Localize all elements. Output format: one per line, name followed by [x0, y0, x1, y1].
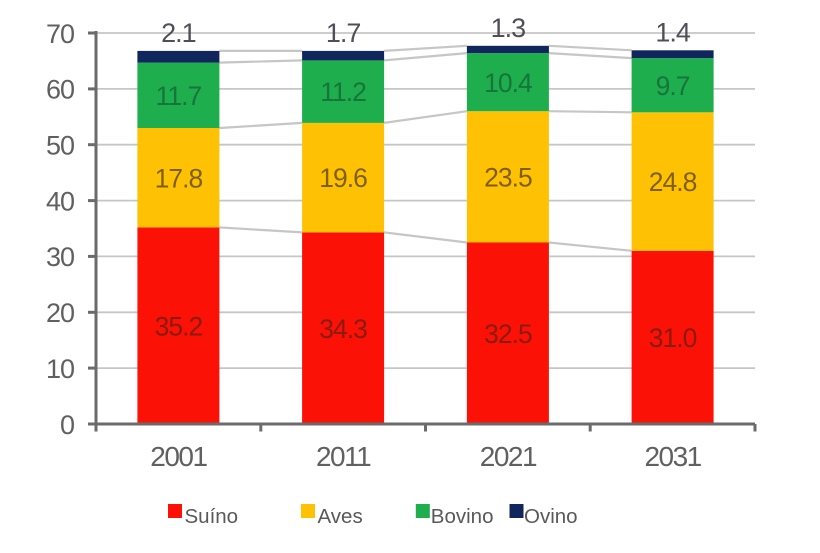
svg-text:2.1: 2.1	[161, 18, 196, 48]
svg-text:20: 20	[46, 298, 74, 328]
svg-text:Bovino: Bovino	[431, 505, 494, 528]
svg-text:2011: 2011	[316, 441, 371, 472]
svg-text:1.3: 1.3	[491, 13, 526, 43]
svg-text:40: 40	[46, 186, 74, 216]
svg-text:2021: 2021	[480, 441, 537, 472]
svg-text:10.4: 10.4	[484, 68, 532, 98]
svg-text:32.5: 32.5	[484, 319, 532, 349]
svg-text:1.7: 1.7	[326, 18, 361, 48]
svg-text:1.4: 1.4	[655, 17, 691, 47]
svg-text:31.0: 31.0	[649, 323, 697, 353]
svg-text:Suíno: Suíno	[185, 505, 239, 528]
svg-text:11.7: 11.7	[156, 81, 202, 111]
svg-text:10: 10	[46, 354, 74, 384]
svg-text:50: 50	[46, 131, 74, 161]
svg-text:19.6: 19.6	[319, 163, 367, 193]
svg-text:2031: 2031	[644, 441, 701, 472]
svg-text:34.3: 34.3	[319, 314, 367, 344]
svg-text:30: 30	[46, 242, 74, 272]
svg-text:9.7: 9.7	[656, 71, 690, 101]
svg-text:24.8: 24.8	[649, 167, 697, 197]
svg-text:11.2: 11.2	[320, 77, 366, 107]
svg-text:70: 70	[46, 19, 74, 49]
svg-text:2001: 2001	[150, 441, 207, 472]
svg-text:Ovino: Ovino	[524, 505, 578, 528]
svg-text:17.8: 17.8	[155, 163, 203, 193]
svg-text:0: 0	[60, 410, 74, 440]
svg-text:23.5: 23.5	[484, 162, 532, 192]
svg-text:Aves: Aves	[318, 505, 363, 528]
svg-text:60: 60	[46, 75, 74, 105]
svg-text:35.2: 35.2	[155, 311, 203, 341]
